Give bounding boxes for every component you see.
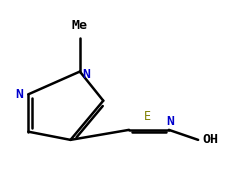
Text: Me: Me [72,19,88,32]
Text: OH: OH [203,133,219,146]
Text: N: N [82,68,90,81]
Text: N: N [16,88,24,101]
Text: N: N [166,115,174,128]
Text: E: E [144,110,151,123]
